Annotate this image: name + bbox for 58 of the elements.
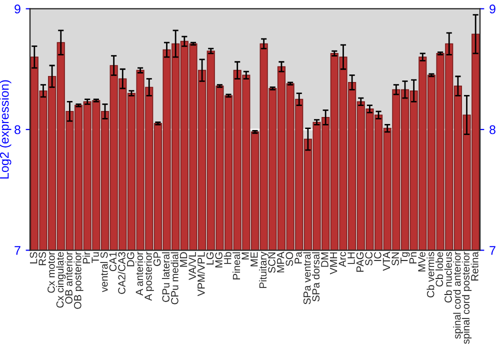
x-tick-label: Pa [294, 252, 302, 264]
x-tick-label: Cb lobe [436, 252, 444, 287]
x-tick-label: LS [30, 252, 38, 264]
y2-tick-label: 9 [490, 4, 496, 14]
x-tick-label: DM [321, 252, 328, 267]
x-tick-label: IC [374, 252, 382, 261]
x-tick-label: GP [153, 252, 161, 266]
x-tick-label: spinal cord anterior [453, 252, 463, 339]
x-tick-label: PAG [356, 252, 364, 272]
x-tick-label: VMH [330, 252, 338, 274]
x-tick-label: LG [206, 252, 214, 265]
x-tick-label: spinal cord posterior [462, 252, 472, 344]
x-tick-label: Pn [409, 252, 416, 264]
x-tick-label: Hb [224, 252, 232, 264]
x-tick-label: ME [250, 252, 258, 266]
x-tick-label: A posterior [144, 252, 154, 301]
x-tick-label: VA/VL [188, 252, 196, 280]
x-tick-label: VPM/VPL [197, 252, 205, 296]
x-tick-label: Pir [82, 252, 90, 264]
x-tick-label: SPa dorsal [312, 252, 320, 302]
x-tick-label: M [242, 252, 249, 260]
x-tick-label: CPu medial [170, 252, 178, 304]
x-tick-label: LH [348, 252, 355, 264]
y-tick-label: 8 [14, 125, 20, 134]
x-tick-label: VTA [382, 252, 390, 271]
y2-tick-label: 7 [490, 246, 496, 255]
x-tick-label: OB posterior [74, 252, 84, 309]
y-tick-label: 9 [14, 4, 20, 14]
x-tick-label: Cx cingulate [56, 252, 66, 308]
x-tick-label: MVe [418, 252, 426, 272]
x-tick-label: MG [215, 252, 222, 268]
y-axis-title: Log2 (expression) [0, 80, 12, 178]
x-tick-label: CA2/CA3 [118, 252, 126, 294]
x-tick-label: Arc [338, 252, 346, 268]
x-tick-label: Tu [92, 252, 99, 264]
x-tick-label: Pituitary [259, 252, 269, 288]
y-tick-label: 7 [14, 246, 20, 255]
x-tick-label: Pineal [232, 252, 240, 280]
x-tick-label: Tg [400, 252, 410, 264]
x-tick-label: MD [180, 252, 188, 267]
x-tick-label: SC [365, 252, 372, 266]
x-tick-label: CA1 [109, 252, 117, 272]
x-tick-label: Cb vermis [426, 252, 434, 298]
x-tick-label: ventral S [100, 252, 108, 292]
x-tick-label: Cb nucleus [444, 252, 452, 303]
x-tick-label: SCN [268, 252, 276, 273]
x-tick-label: CPu lateral [162, 252, 170, 302]
y2-tick-label: 8 [490, 125, 496, 134]
x-tick-label: OB anterior [64, 252, 72, 304]
x-tick-label: RS [38, 252, 46, 266]
x-tick-label: SPa ventral [303, 252, 311, 304]
x-tick-label: SO [286, 252, 294, 266]
x-tick-label: SN [392, 252, 399, 266]
x-tick-label: MPA [277, 252, 284, 272]
x-tick-label: Retina [470, 252, 478, 281]
x-tick-label: Cx motor [48, 252, 55, 293]
x-tick-label: DG [126, 252, 134, 266]
x-tick-label: A anterior [136, 252, 144, 296]
